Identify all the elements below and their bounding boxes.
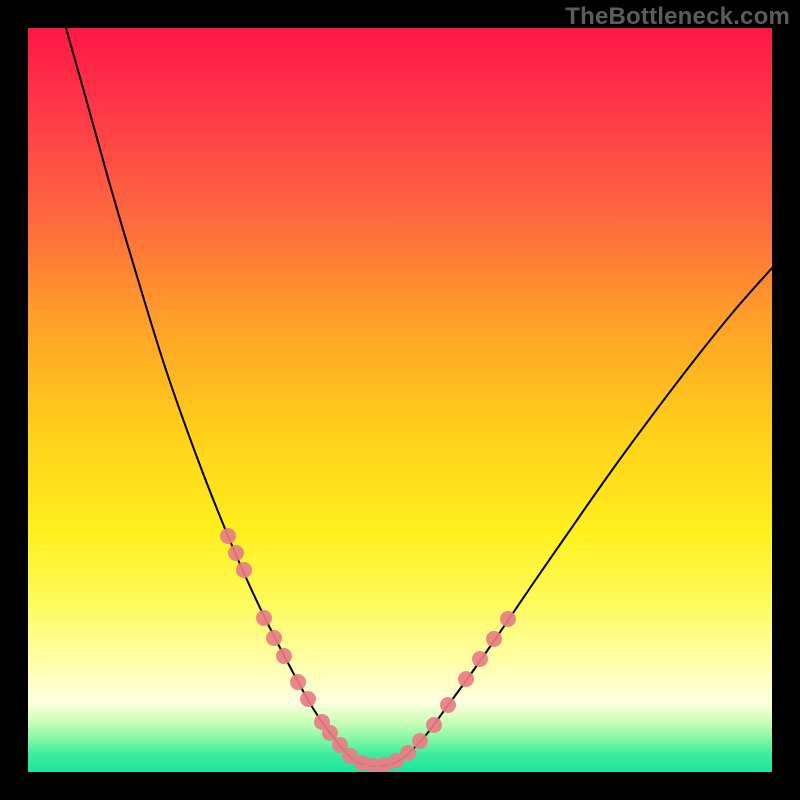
marker-dot xyxy=(276,648,292,664)
marker-dot xyxy=(426,717,442,733)
marker-dot xyxy=(472,651,488,667)
marker-dot xyxy=(290,674,306,690)
bottleneck-chart xyxy=(28,28,772,772)
marker-dot xyxy=(458,671,474,687)
marker-dot xyxy=(412,733,428,749)
gradient-background xyxy=(28,28,772,772)
marker-dot xyxy=(300,691,316,707)
marker-dot xyxy=(228,545,244,561)
marker-dot xyxy=(440,697,456,713)
marker-dot xyxy=(400,745,416,761)
marker-dot xyxy=(266,630,282,646)
chart-frame: TheBottleneck.com xyxy=(0,0,800,800)
marker-dot xyxy=(500,611,516,627)
marker-dot xyxy=(486,631,502,647)
marker-dot xyxy=(220,528,236,544)
marker-dot xyxy=(236,562,252,578)
watermark-text: TheBottleneck.com xyxy=(565,3,790,31)
marker-dot xyxy=(256,610,272,626)
